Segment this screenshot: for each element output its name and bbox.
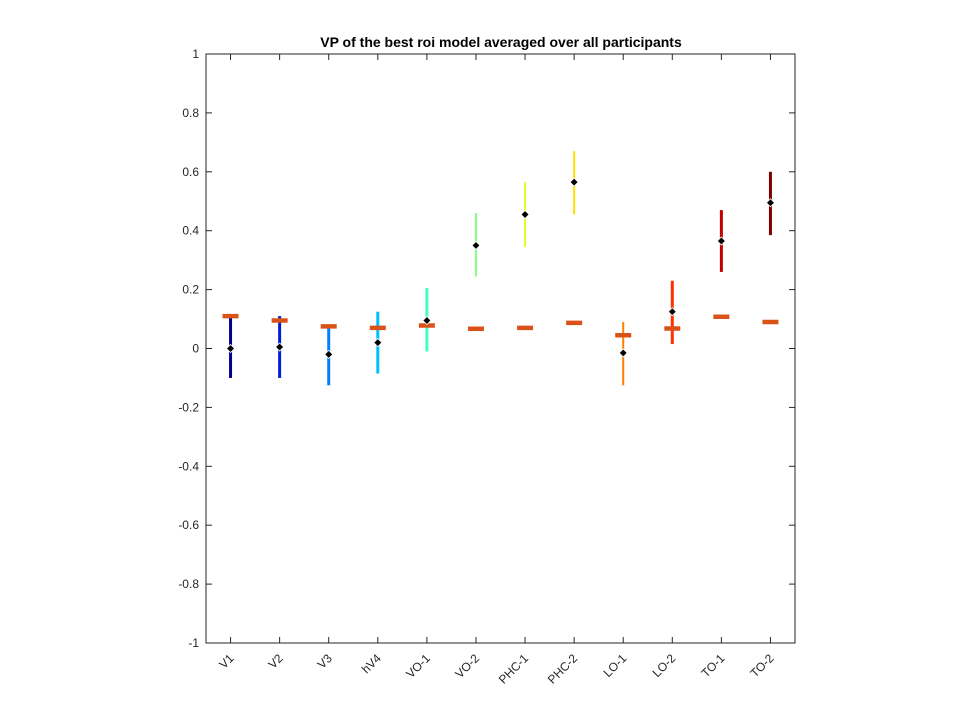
data-point — [765, 198, 776, 208]
y-tick-label: -0.4 — [178, 459, 199, 473]
data-point — [569, 177, 579, 187]
y-axis: -1 -0.8 -0.6 -0.4 -0.2 0 0.2 0.4 0.6 0.8 1 — [178, 47, 795, 650]
y-tick-label: 1 — [192, 47, 199, 61]
baseline-markers — [222, 313, 779, 338]
x-tick-label: LO-2 — [650, 651, 679, 680]
data-point — [422, 315, 432, 326]
y-tick-label: -0.8 — [178, 577, 199, 591]
x-tick-label: V3 — [315, 651, 336, 672]
y-tick-label: -0.6 — [178, 518, 199, 532]
y-tick-label: 0.2 — [182, 283, 199, 297]
data-point — [275, 342, 285, 352]
y-tick-label: 0 — [192, 342, 199, 356]
x-tick-label: PHC-2 — [545, 651, 581, 687]
x-tick-label: PHC-1 — [496, 651, 532, 687]
x-tick-label: V2 — [265, 651, 286, 672]
plot-area — [205, 53, 796, 644]
y-tick-label: 0.4 — [182, 224, 199, 238]
data-points — [225, 177, 776, 359]
y-tick-label: 0.6 — [182, 165, 199, 179]
x-tick-label: TO-2 — [747, 651, 776, 680]
x-tick-label: TO-1 — [698, 651, 727, 680]
data-point — [716, 236, 726, 246]
x-tick-label: LO-1 — [601, 651, 630, 680]
chart-title: VP of the best roi model averaged over a… — [320, 34, 682, 50]
data-point — [324, 349, 334, 359]
x-tick-label: V1 — [216, 651, 237, 672]
data-point — [471, 240, 481, 250]
data-point — [373, 338, 383, 348]
data-point — [520, 209, 530, 220]
x-tick-label: VO-1 — [403, 651, 433, 681]
data-point — [667, 307, 677, 317]
data-point — [225, 343, 236, 354]
y-tick-label: 0.8 — [182, 106, 199, 120]
x-tick-label: hV4 — [359, 651, 384, 676]
data-point — [618, 348, 628, 358]
x-tick-label: VO-2 — [452, 651, 482, 681]
y-tick-label: -1 — [188, 636, 199, 650]
y-tick-label: -0.2 — [178, 400, 199, 414]
